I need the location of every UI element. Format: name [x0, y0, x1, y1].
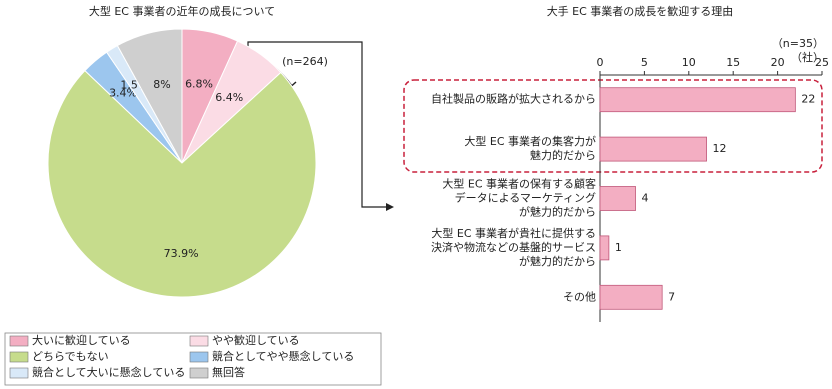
legend-box	[4, 332, 382, 386]
legend-label: どちらでもない	[32, 350, 109, 363]
pie-slice	[47, 69, 317, 298]
bar	[599, 186, 636, 211]
legend-swatch	[9, 367, 29, 379]
legend-label: 競合としてやや懸念している	[212, 349, 354, 363]
category-label: データによるマーケティング	[455, 191, 596, 205]
legend-swatch	[9, 351, 29, 363]
category-label: が魅力的だから	[519, 254, 596, 268]
slice-label: 3.4%	[109, 87, 137, 100]
category-label: 自社製品の販路が拡大されるから	[431, 92, 596, 106]
x-tick-label: 25	[815, 56, 829, 69]
connector	[247, 41, 388, 208]
value-label: 12	[713, 142, 727, 155]
bar	[599, 284, 663, 310]
bar	[599, 136, 707, 162]
legend-swatch	[189, 367, 209, 379]
x-tick-label: 5	[641, 56, 648, 69]
value-label: 1	[615, 241, 622, 254]
legend-label: 大いに歓迎している	[32, 333, 131, 347]
category-label: が魅力的だから	[519, 205, 596, 219]
value-label: 4	[642, 192, 649, 205]
category-label: 大型 EC 事業者の保有する顧客	[442, 177, 596, 191]
bar	[599, 235, 610, 261]
bar-unit: （社）	[791, 50, 824, 64]
category-label: 大型 EC 事業者が貴社に提供する	[431, 226, 596, 240]
bar-note: （n=35）	[772, 37, 824, 50]
legend-label: やや歓迎している	[212, 333, 300, 347]
legend-swatch	[189, 351, 209, 363]
x-tick-label: 0	[597, 56, 604, 69]
category-label: 魅力的だから	[530, 148, 596, 162]
legend-swatch	[189, 335, 209, 347]
x-tick-label: 10	[682, 56, 696, 69]
value-label: 7	[668, 290, 675, 303]
slice-label: 6.8%	[185, 77, 213, 90]
legend-label: 無回答	[212, 365, 245, 379]
pie-note: (n=264)	[282, 55, 328, 68]
pie-title: 大型 EC 事業者の近年の成長について	[89, 4, 275, 18]
pie-slice	[116, 28, 183, 164]
x-tick-label: 20	[771, 56, 785, 69]
highlight-box	[403, 79, 823, 173]
value-label: 22	[801, 93, 815, 106]
arrow-head	[386, 203, 394, 211]
slice-label: 73.9%	[164, 247, 199, 260]
x-tick-label: 15	[726, 56, 740, 69]
category-label: 決済や物流などの基盤的サービス	[431, 240, 596, 254]
legend-label: 競合として大いに懸念している	[32, 365, 185, 379]
category-label: 大型 EC 事業者の集客力が	[464, 134, 596, 148]
slice-label: 6.4%	[215, 91, 243, 104]
bar-title: 大手 EC 事業者の成長を歓迎する理由	[547, 4, 734, 18]
category-label: その他	[563, 290, 596, 303]
legend-swatch	[9, 335, 29, 347]
bar	[599, 87, 796, 113]
slice-label: 8%	[153, 78, 170, 91]
